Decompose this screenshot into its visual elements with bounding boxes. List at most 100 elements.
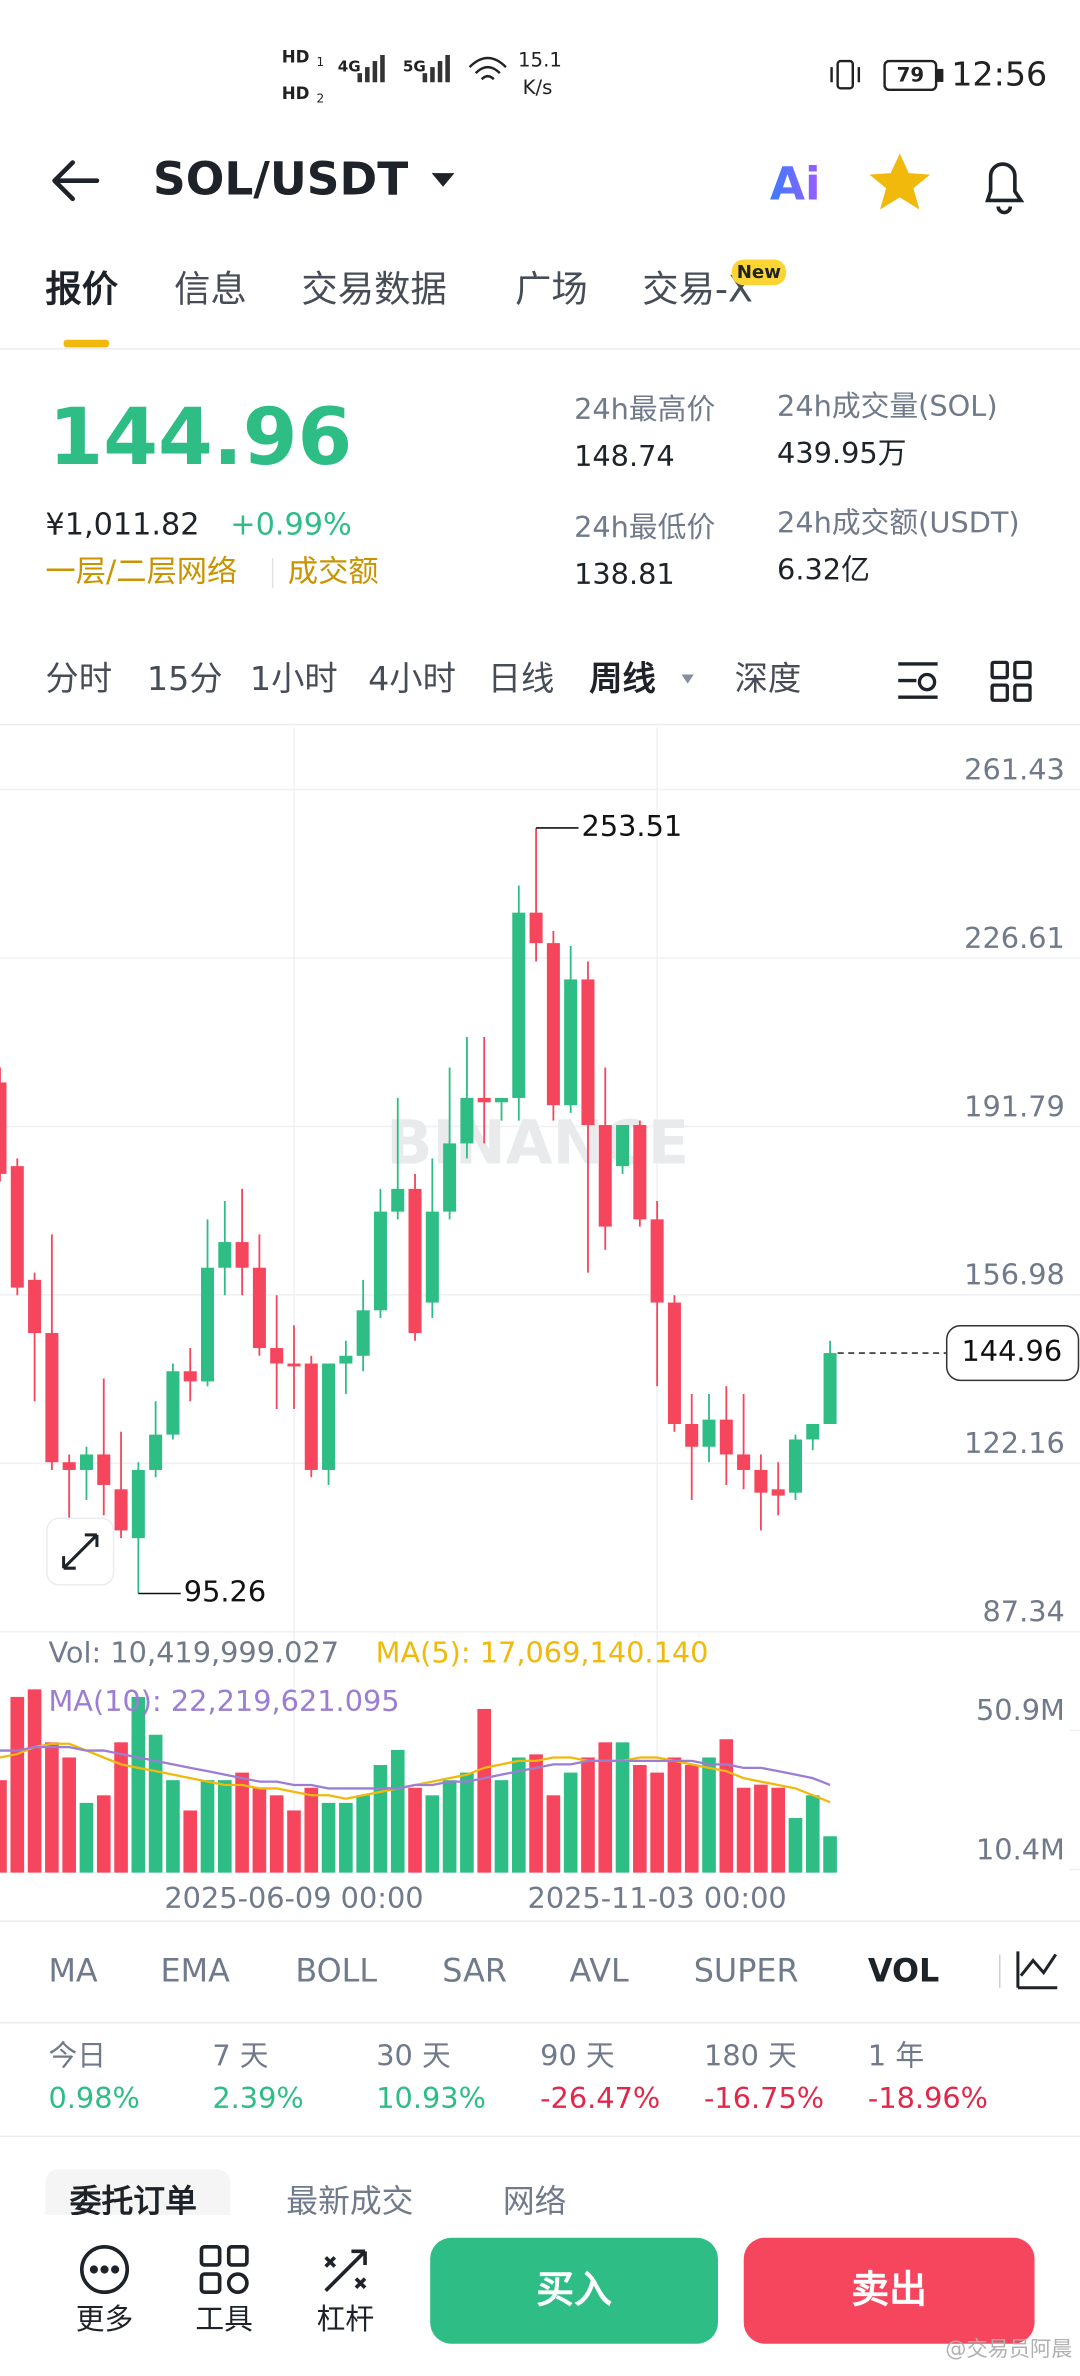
interval[interactable]: 1小时 [250,659,338,698]
candle-body [788,1439,802,1493]
candle-body [270,1348,284,1364]
candle-body [97,1454,111,1485]
volume-bar [442,1780,457,1873]
hd-label: HD [282,84,310,103]
y-tick-label: 191.79 [964,1089,1065,1123]
volume-bar [408,1787,422,1873]
indicator-settings[interactable] [1016,1951,1058,1990]
volume-bar [200,1780,215,1873]
tab[interactable]: 信息 [174,267,247,310]
order-tab[interactable]: 网络 [503,2183,567,2220]
period-change: -18.96% [868,2081,988,2115]
volume-bar [96,1795,111,1873]
interval[interactable]: 15分 [147,659,223,698]
volume-bar [771,1787,786,1873]
candle-body [443,1143,457,1212]
y-tick-label: 87.34 [982,1595,1064,1629]
volume-bar [183,1810,198,1873]
volume-bar [615,1742,630,1873]
indicator-tab[interactable]: BOLL [295,1953,377,1990]
candle-body [546,943,560,1106]
stat-value: 148.74 [574,439,675,473]
network-label: 5G [403,58,426,76]
period-label: 30 天 [376,2038,451,2072]
chart-settings[interactable] [898,662,938,699]
volume-bar [719,1739,734,1873]
volume-bar [252,1787,267,1873]
period-change: 10.93% [376,2081,486,2115]
tab[interactable]: 交易数据 [301,267,446,310]
favorite-star[interactable] [869,153,931,210]
volume-bar [166,1780,180,1873]
y-tick-label: 156.98 [964,1258,1065,1292]
candle-body [477,1097,491,1103]
candle-body [529,912,543,944]
interval[interactable]: 日线 [488,659,555,698]
candle-body [564,979,578,1106]
buy-label: 买入 [536,2268,612,2312]
candle-body [685,1423,699,1447]
order-tab[interactable]: 委托订单 [70,2183,197,2220]
volume-bar [27,1689,42,1873]
network-label: 4G [338,58,361,76]
candle-body [252,1267,266,1349]
candle-body [702,1419,716,1447]
back-button[interactable] [52,160,100,202]
buy-button[interactable] [430,2237,718,2344]
interval-icons [681,660,1032,702]
hd-label: HD [282,48,310,67]
nav-label[interactable]: 更多 [76,2302,134,2336]
sell-button[interactable] [743,2237,1035,2344]
candle-body [737,1454,751,1470]
x-tick-label: 2025-11-03 00:00 [528,1881,787,1915]
nav-label[interactable]: 工具 [195,2302,253,2336]
indicator-tab[interactable]: VOL [868,1953,939,1990]
layout-button[interactable] [990,660,1009,680]
nav-label[interactable]: 杠杆 [317,2302,375,2336]
stat-label: 24h成交额(USDT) [777,506,1020,540]
tab-indicator [63,339,110,348]
volume-bar [736,1787,751,1873]
candle-body [183,1371,197,1382]
indicator-tab[interactable]: MA [48,1953,97,1990]
period-label: 7 天 [212,2038,268,2072]
price-link[interactable]: 一层/二层网络 [45,555,237,590]
indicator-tab[interactable]: EMA [161,1953,231,1990]
price-link[interactable]: 成交额 [288,555,379,590]
volume-bar [425,1795,440,1873]
ai-button[interactable]: Ai [770,157,821,210]
indicator-tab[interactable]: AVL [570,1953,629,1990]
volume-bar [823,1836,837,1873]
last-price-box [945,1325,1080,1382]
tab[interactable]: 广场 [515,267,588,310]
volume-bar [563,1772,578,1873]
price-change: +0.99% [230,508,352,543]
candle-body [149,1434,163,1470]
interval[interactable]: 周线 [589,659,656,698]
candle-body [235,1242,249,1268]
candle-body [10,1166,24,1288]
candle-body [356,1310,370,1356]
interval[interactable]: 深度 [735,659,802,698]
bell[interactable] [985,162,1025,215]
indicator-tab[interactable]: SUPER [694,1953,799,1990]
expand-button[interactable] [46,1517,115,1586]
candle-body [166,1371,180,1435]
volume-bar [10,1696,25,1873]
candle-body [771,1489,785,1496]
candle-body [719,1419,733,1455]
interval[interactable]: 4小时 [368,659,456,698]
candle-body [322,1363,336,1470]
interval[interactable]: 分时 [45,659,112,698]
indicator-tab[interactable]: SAR [442,1953,507,1990]
volume-legend: Vol: 10,419,999.027 [48,1636,339,1670]
volume-bar [79,1802,94,1873]
period-label: 1 年 [868,2038,924,2072]
tab[interactable]: 报价 [45,267,118,310]
net-speed: 15.1 [518,49,562,72]
order-tab[interactable]: 最新成交 [286,2183,413,2220]
volume-bar [321,1802,336,1873]
candle-body [598,1125,612,1227]
pair-dropdown[interactable] [431,173,455,187]
